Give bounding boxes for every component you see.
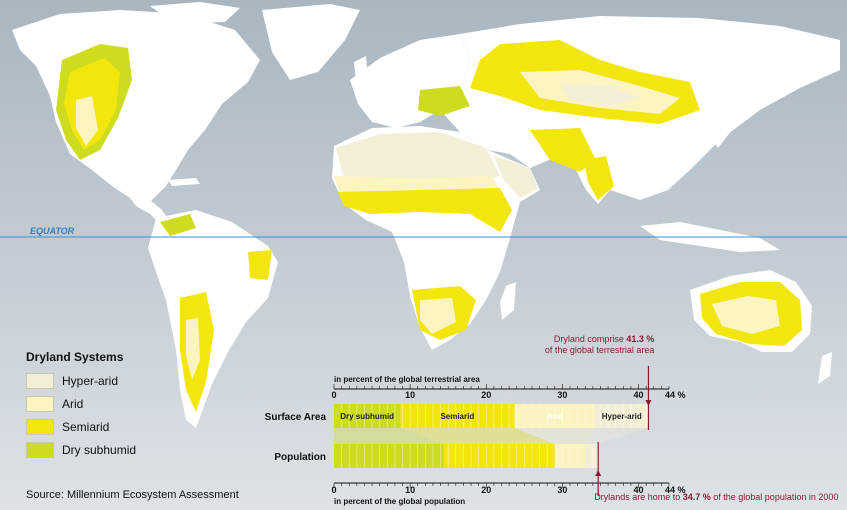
population-annotation-value: 34.7 % (683, 492, 711, 502)
bar-segment (400, 404, 515, 428)
legend-label: Hyper-arid (62, 373, 119, 388)
legend-swatch (26, 418, 54, 435)
legend-label: Dry subhumid (62, 442, 137, 457)
zone-sa-arid (186, 318, 200, 380)
bar-segment (334, 444, 444, 468)
land-japan (712, 104, 732, 148)
land-south-america (148, 210, 278, 428)
legend-item-arid: Arid (26, 392, 136, 415)
tick-label-bottom: 20 (481, 485, 491, 495)
tick-label-bottom: 40 (634, 485, 644, 495)
zone-arabia-hyperarid (494, 156, 538, 198)
legend-item-semiarid: Semiarid (26, 415, 136, 438)
bar-segment (443, 444, 555, 468)
zone-europe-subhumid (418, 86, 470, 116)
zone-middle-east-semiarid (530, 128, 596, 172)
connector-band (400, 428, 555, 444)
connector-band (585, 428, 649, 444)
zone-australia-arid (712, 296, 780, 334)
segment-label: Hyper-arid (602, 412, 642, 421)
segment-label: Semiarid (440, 412, 474, 421)
row-label-surface-area: Surface Area (265, 412, 327, 423)
tick-label-bottom: 10 (405, 485, 415, 495)
legend-swatch (26, 372, 54, 389)
legend: Dryland Systems Hyper-arid Arid Semiarid… (26, 350, 136, 461)
land-madagascar (500, 282, 516, 320)
legend-item-hyper-arid: Hyper-arid (26, 369, 136, 392)
source-credit: Source: Millennium Ecosystem Assessment (26, 489, 239, 501)
zone-kalahari (420, 298, 456, 334)
area-annotation-line1: Dryland comprise 41.3 % (554, 334, 655, 344)
row-label-population: Population (274, 452, 326, 463)
segment-label: Arid (547, 412, 563, 421)
tick-label-top: 40 (634, 390, 644, 400)
equator-label: EQUATOR (30, 226, 75, 236)
axis-max-label-top: 44 % (665, 390, 686, 400)
legend-swatch (26, 441, 54, 458)
segment-label: Dry subhumid (340, 412, 394, 421)
zone-sahara-hyperarid (336, 132, 500, 184)
bar-segment (334, 404, 401, 428)
tick-label-top: 30 (557, 390, 567, 400)
tick-label-top: 10 (405, 390, 415, 400)
legend-item-dry-subhumid: Dry subhumid (26, 438, 136, 461)
bar-segment (585, 444, 599, 468)
legend-label: Arid (62, 396, 84, 411)
population-annotation-suffix: of the global population in 2000 (711, 492, 839, 502)
area-annotation-line2: of the global terrestrial area (545, 345, 655, 355)
legend-label: Semiarid (62, 419, 110, 434)
tick-label-top: 0 (331, 390, 336, 400)
tick-label-bottom: 30 (557, 485, 567, 495)
connector-band (334, 428, 444, 444)
zone-gobi-hyperarid (560, 84, 640, 106)
tick-label-bottom: 0 (331, 485, 336, 495)
zone-sa-north (160, 214, 196, 236)
land-arctic-islands (150, 2, 240, 24)
zone-na-arid (76, 96, 98, 146)
connector-band (514, 428, 596, 444)
bar-segment (595, 404, 649, 428)
zone-sahel-semiarid (338, 188, 512, 232)
legend-title: Dryland Systems (26, 350, 124, 364)
land-new-zealand (818, 352, 832, 384)
tick-label-top: 20 (481, 390, 491, 400)
area-annotation-value: 41.3 % (626, 334, 654, 344)
land-uk (354, 56, 368, 82)
land-caribbean (168, 178, 200, 186)
population-annotation: Drylands are home to 34.7 % of the globa… (594, 492, 838, 502)
legend-swatch (26, 395, 54, 412)
population-marker-arrow (595, 470, 602, 476)
axis-top-label: in percent of the global terrestrial are… (334, 375, 480, 384)
dryland-bar-chart: in percent of the global terrestrial are… (265, 334, 839, 506)
area-marker-arrow (645, 400, 652, 406)
axis-max-label-bottom: 44 % (665, 485, 686, 495)
zone-india-semiarid (584, 156, 614, 200)
zone-sa-ne (248, 250, 272, 280)
population-annotation-prefix: Drylands are home to (594, 492, 683, 502)
axis-bottom-label: in percent of the global population (334, 497, 465, 506)
area-annotation-prefix: Dryland comprise (554, 334, 627, 344)
land-greenland (262, 4, 360, 80)
